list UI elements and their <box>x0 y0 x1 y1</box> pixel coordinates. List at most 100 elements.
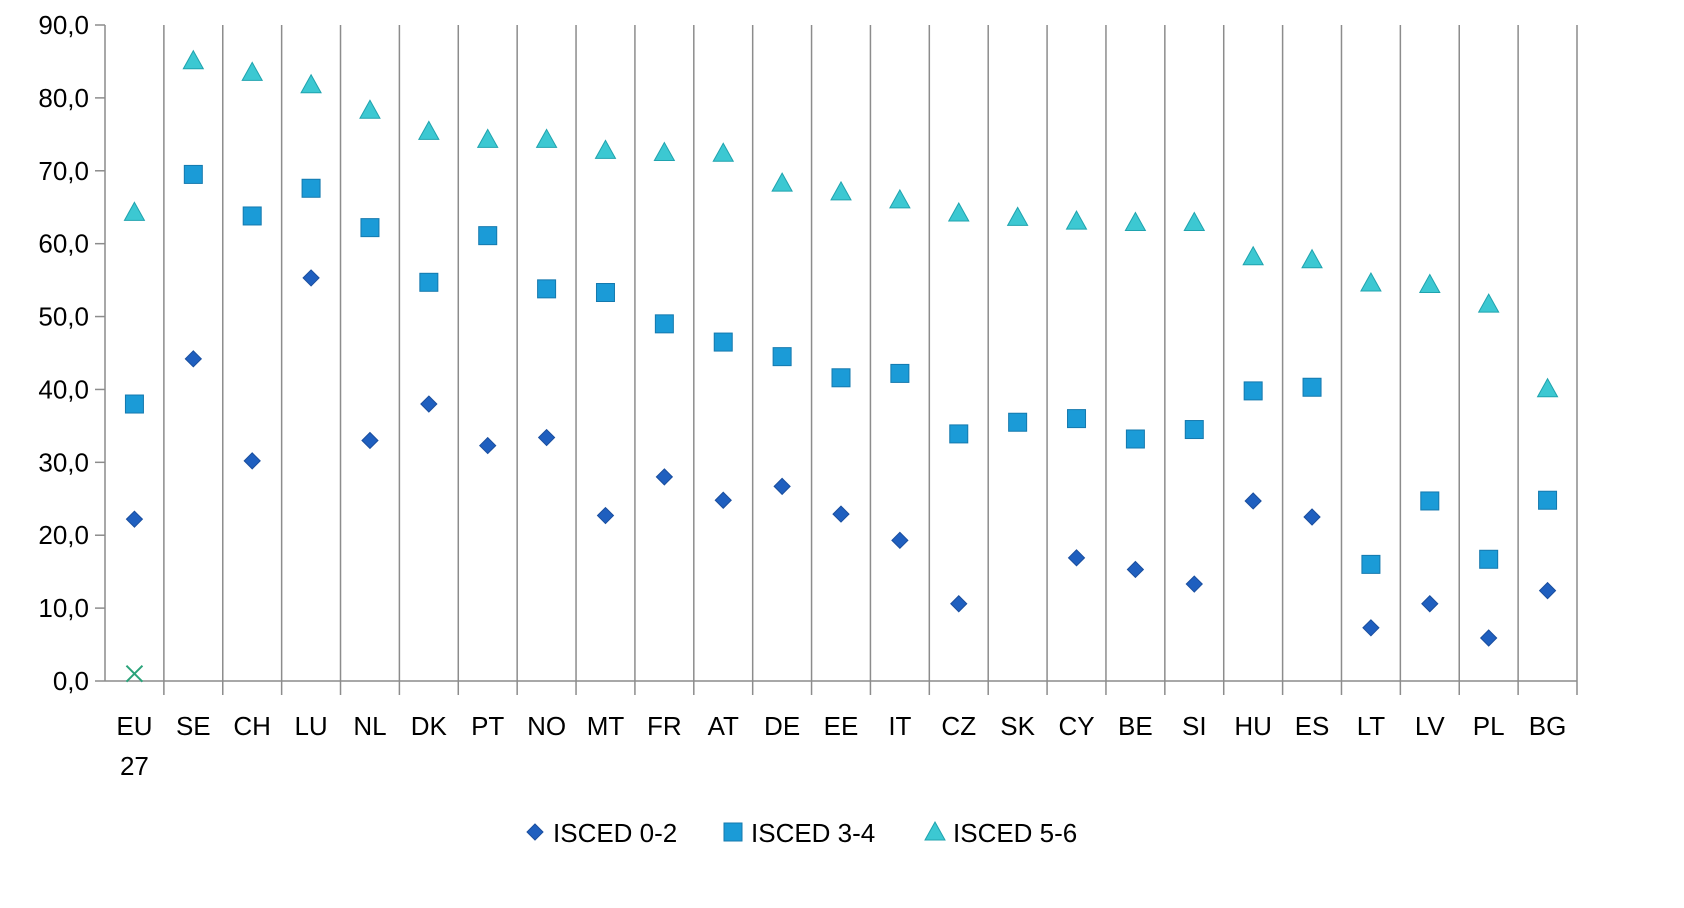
data-point-square <box>478 226 498 246</box>
data-point-triangle <box>1124 211 1147 232</box>
data-point-diamond <box>1126 560 1145 579</box>
x-tick-label: CZ <box>941 711 976 741</box>
data-point-square <box>183 164 203 184</box>
y-tick-label: 90,0 <box>38 10 89 40</box>
data-point-square <box>713 332 733 352</box>
data-point-triangle <box>1301 248 1323 269</box>
x-tick-label: NO <box>527 711 566 741</box>
legend-marker-diamond <box>526 823 544 841</box>
x-tick-label: IT <box>888 711 911 741</box>
data-point-diamond <box>950 595 968 613</box>
data-point-triangle <box>241 61 264 81</box>
x-tick-label: SI <box>1182 711 1207 741</box>
axes <box>95 24 1577 682</box>
data-point-triangle <box>535 128 558 148</box>
data-point-diamond <box>1185 575 1203 593</box>
data-point-triangle <box>1536 377 1559 398</box>
data-point-square <box>124 394 144 414</box>
data-point-diamond <box>1479 629 1498 647</box>
x-tick-label: EE <box>824 711 859 741</box>
data-point-square <box>1361 554 1381 574</box>
data-point-square <box>772 347 792 367</box>
data-point-diamond <box>184 350 203 368</box>
data-point-diamond <box>1244 492 1262 510</box>
data-point-triangle <box>1006 206 1029 226</box>
data-point-square <box>654 314 674 334</box>
x-tick-label: 27 <box>120 751 149 781</box>
legend-label: ISCED 3-4 <box>751 818 875 848</box>
legend-item: ISCED 3-4 <box>723 818 875 848</box>
x-tick-label: AT <box>708 711 739 741</box>
data-point-triangle <box>1242 245 1265 266</box>
data-point-x <box>125 665 144 683</box>
x-tick-label: SK <box>1000 711 1035 741</box>
x-tick-label: LU <box>294 711 327 741</box>
data-points <box>123 49 1559 683</box>
data-point-square <box>1243 381 1263 401</box>
x-tick-label: DK <box>411 711 448 741</box>
x-tick-label: FR <box>647 711 682 741</box>
data-point-diamond <box>655 468 674 486</box>
data-point-square <box>419 272 439 292</box>
data-point-triangle <box>1183 211 1206 232</box>
data-point-triangle <box>712 142 735 162</box>
data-point-square <box>595 283 615 303</box>
legend-label: ISCED 5-6 <box>953 818 1077 848</box>
data-point-square <box>1538 490 1558 510</box>
x-tick-label: HU <box>1234 711 1272 741</box>
x-tick-label: DE <box>764 711 800 741</box>
data-point-square <box>1184 420 1204 440</box>
data-point-diamond <box>596 506 615 525</box>
legend: ISCED 0-2 ISCED 3-4 ISCED 5-6 <box>526 818 1077 848</box>
data-point-triangle <box>182 49 205 70</box>
grid-lines <box>163 25 1578 695</box>
data-point-diamond <box>1421 595 1439 613</box>
data-point-square <box>537 279 557 299</box>
data-point-triangle <box>771 172 793 192</box>
data-point-triangle <box>1360 271 1382 292</box>
data-point-diamond <box>1303 508 1321 526</box>
data-point-diamond <box>1067 549 1086 567</box>
x-tick-label: NL <box>353 711 386 741</box>
data-point-square <box>949 424 969 444</box>
data-point-square <box>1067 409 1087 429</box>
x-tick-label: BE <box>1118 711 1153 741</box>
x-tick-label: CY <box>1058 711 1094 741</box>
data-point-diamond <box>891 531 909 550</box>
data-point-square <box>242 206 262 226</box>
legend-item: ISCED 0-2 <box>526 818 677 848</box>
y-tick-label: 20,0 <box>38 520 89 550</box>
legend-marker-triangle <box>924 820 946 841</box>
y-tick-label: 40,0 <box>38 374 89 404</box>
y-tick-label: 10,0 <box>38 593 89 623</box>
data-point-triangle <box>476 128 499 148</box>
legend-item: ISCED 5-6 <box>924 818 1077 848</box>
y-axis-tick-labels: 0,0 10,0 20,0 30,0 40,0 50,0 60,0 70,0 80,0 90,0 <box>38 10 89 696</box>
x-tick-label: PT <box>471 711 504 741</box>
data-point-square <box>1008 412 1028 432</box>
x-tick-label: CH <box>233 711 271 741</box>
data-point-square <box>1125 429 1145 449</box>
y-tick-label: 30,0 <box>38 447 89 477</box>
x-tick-label: MT <box>587 711 625 741</box>
x-tick-label: EU <box>116 711 152 741</box>
data-point-triangle <box>1418 273 1441 293</box>
data-point-diamond <box>243 452 261 470</box>
data-point-triangle <box>123 201 146 221</box>
x-tick-label: PL <box>1473 711 1505 741</box>
data-point-triangle <box>1065 210 1088 230</box>
y-tick-label: 70,0 <box>38 156 89 186</box>
data-point-diamond <box>832 505 850 523</box>
data-point-square <box>1420 491 1440 511</box>
data-point-triangle <box>1477 293 1500 313</box>
y-tick-label: 50,0 <box>38 302 89 332</box>
data-point-square <box>890 363 910 383</box>
data-point-square <box>301 178 321 198</box>
data-point-diamond <box>537 428 556 447</box>
data-point-diamond <box>361 431 379 450</box>
data-point-triangle <box>300 73 322 94</box>
data-point-triangle <box>417 120 440 140</box>
data-point-diamond <box>302 269 320 287</box>
data-point-triangle <box>830 180 852 201</box>
data-point-diamond <box>125 510 144 528</box>
